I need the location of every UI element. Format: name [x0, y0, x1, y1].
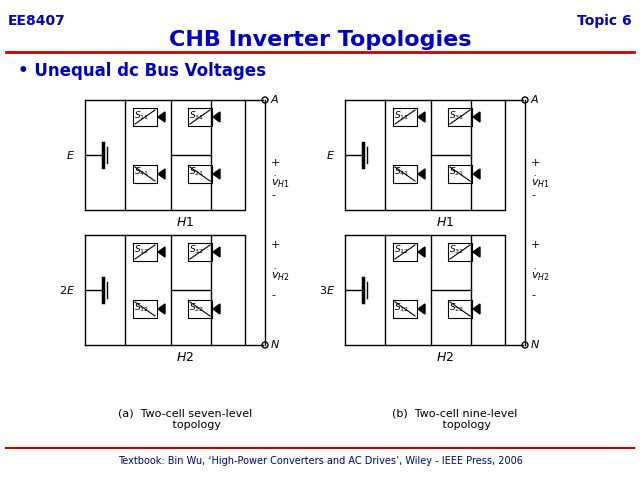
Text: $2E$: $2E$ — [59, 284, 75, 296]
Text: A: A — [531, 95, 539, 105]
Text: $\dot{v}_{H2}$: $\dot{v}_{H2}$ — [271, 267, 290, 283]
Text: N: N — [531, 340, 540, 350]
Polygon shape — [213, 169, 220, 179]
Text: $S_{32}$: $S_{32}$ — [449, 244, 464, 256]
Polygon shape — [418, 304, 425, 314]
Text: $S_{21}$: $S_{21}$ — [189, 166, 204, 179]
Text: $S_{12}$: $S_{12}$ — [394, 301, 409, 313]
Text: $H2$: $H2$ — [176, 351, 194, 364]
Polygon shape — [418, 169, 425, 179]
Text: N: N — [271, 340, 280, 350]
Text: Textbook: Bin Wu, ‘High-Power Converters and AC Drives’, Wiley - IEEE Press, 200: Textbook: Bin Wu, ‘High-Power Converters… — [118, 456, 522, 466]
Polygon shape — [158, 304, 165, 314]
Text: $S_{41}$: $S_{41}$ — [394, 166, 409, 179]
Polygon shape — [418, 112, 425, 122]
Text: Topic 6: Topic 6 — [577, 14, 632, 28]
Text: $S_{22}$: $S_{22}$ — [449, 301, 464, 313]
Text: $\dot{v}_{H2}$: $\dot{v}_{H2}$ — [531, 267, 550, 283]
Polygon shape — [473, 247, 480, 257]
Text: $\dot{v}_{H1}$: $\dot{v}_{H1}$ — [531, 175, 550, 190]
Text: (b)  Two-cell nine-level
       topology: (b) Two-cell nine-level topology — [392, 408, 518, 430]
Text: CHB Inverter Topologies: CHB Inverter Topologies — [169, 30, 471, 50]
Text: $S_{12}$: $S_{12}$ — [134, 301, 149, 313]
Polygon shape — [473, 112, 480, 122]
Text: • Unequal dc Bus Voltages: • Unequal dc Bus Voltages — [18, 62, 266, 80]
Text: -: - — [271, 191, 275, 201]
Text: +: + — [531, 157, 540, 168]
Text: $H1$: $H1$ — [176, 216, 194, 229]
Text: $\dot{v}_{H1}$: $\dot{v}_{H1}$ — [271, 175, 290, 190]
Text: -: - — [271, 290, 275, 300]
Polygon shape — [213, 247, 220, 257]
Text: +: + — [271, 157, 280, 168]
Text: (a)  Two-cell seven-level
       topology: (a) Two-cell seven-level topology — [118, 408, 252, 430]
Polygon shape — [158, 169, 165, 179]
Text: $S_{31}$: $S_{31}$ — [449, 109, 464, 121]
Text: $H2$: $H2$ — [436, 351, 454, 364]
Text: +: + — [271, 240, 280, 250]
Text: -: - — [531, 290, 535, 300]
Text: $S_{11}$: $S_{11}$ — [134, 109, 149, 121]
Polygon shape — [418, 247, 425, 257]
Text: A: A — [271, 95, 278, 105]
Polygon shape — [213, 112, 220, 122]
Text: $S_{21}$: $S_{21}$ — [449, 166, 464, 179]
Text: $S_{11}$: $S_{11}$ — [394, 109, 409, 121]
Text: EE8407: EE8407 — [8, 14, 66, 28]
Text: $3E$: $3E$ — [319, 284, 335, 296]
Text: $E$: $E$ — [66, 149, 75, 161]
Polygon shape — [473, 169, 480, 179]
Text: $S_{31}$: $S_{31}$ — [189, 109, 204, 121]
Polygon shape — [473, 304, 480, 314]
Polygon shape — [158, 247, 165, 257]
Text: $E$: $E$ — [326, 149, 335, 161]
Polygon shape — [158, 112, 165, 122]
Text: $S_{22}$: $S_{22}$ — [189, 301, 204, 313]
Text: $S_{12}$: $S_{12}$ — [134, 244, 149, 256]
Polygon shape — [213, 304, 220, 314]
Text: $S_{41}$: $S_{41}$ — [134, 166, 149, 179]
Text: $S_{12}$: $S_{12}$ — [394, 244, 409, 256]
Text: +: + — [531, 240, 540, 250]
Text: $H1$: $H1$ — [436, 216, 454, 229]
Text: $S_{32}$: $S_{32}$ — [189, 244, 204, 256]
Text: -: - — [531, 191, 535, 201]
